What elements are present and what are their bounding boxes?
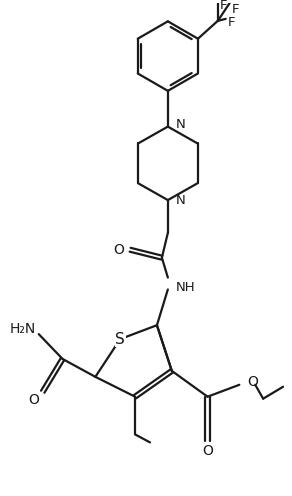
Text: O: O bbox=[202, 444, 213, 458]
Text: N: N bbox=[176, 193, 185, 206]
Text: F: F bbox=[220, 0, 227, 12]
Text: O: O bbox=[28, 393, 39, 407]
Text: S: S bbox=[115, 332, 125, 347]
Text: O: O bbox=[113, 243, 124, 257]
Text: NH: NH bbox=[176, 281, 195, 294]
Text: F: F bbox=[232, 3, 239, 16]
Text: N: N bbox=[176, 118, 185, 131]
Text: H₂N: H₂N bbox=[10, 322, 36, 336]
Text: O: O bbox=[247, 375, 258, 389]
Text: F: F bbox=[228, 16, 235, 29]
